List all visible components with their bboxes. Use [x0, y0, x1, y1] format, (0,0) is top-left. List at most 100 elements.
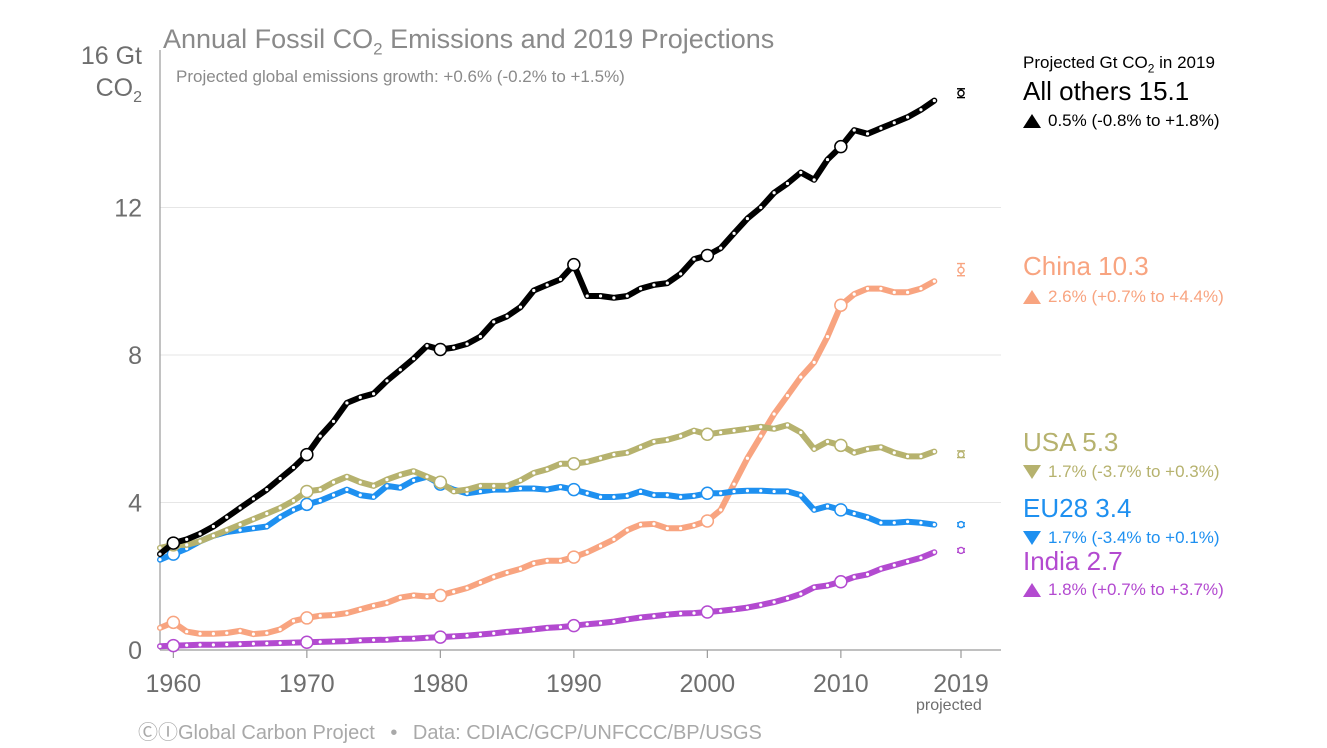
point-all-others-1990 — [567, 257, 581, 272]
point-china-1959 — [158, 626, 162, 630]
point-india-1980 — [433, 630, 448, 644]
point-india-1965 — [238, 642, 242, 646]
triangle-down-icon — [1023, 464, 1041, 479]
point-all-others-1977 — [398, 368, 402, 372]
point-china-1966 — [251, 632, 256, 636]
point-eu28-2010 — [834, 503, 848, 517]
point-eu28-1991 — [585, 491, 589, 495]
point-india-1983 — [478, 632, 482, 637]
point-usa-2001 — [719, 430, 723, 435]
point-china-1960 — [166, 615, 181, 630]
point-india-2000 — [700, 605, 715, 619]
point-china-1999 — [692, 523, 696, 527]
point-eu28-2016 — [919, 521, 923, 525]
point-eu28-2004 — [759, 489, 763, 493]
point-all-others-1988 — [545, 283, 549, 287]
point-china-1983 — [478, 580, 482, 585]
point-usa-1999 — [692, 428, 696, 433]
point-india-1960 — [166, 638, 181, 653]
point-eu28-1995 — [639, 489, 643, 494]
point-all-others-1969 — [291, 465, 296, 470]
legend-india-growth: 1.8% (+0.7% to +3.7%) — [1023, 580, 1224, 600]
point-eu28-1996 — [652, 493, 656, 497]
point-all-others-2007 — [799, 170, 803, 175]
point-all-others-1976 — [385, 379, 389, 383]
projection-point-all-others — [957, 89, 965, 97]
point-india-1993 — [612, 620, 616, 624]
point-all-others-2004 — [759, 205, 763, 210]
point-china-1981 — [452, 590, 456, 594]
point-eu28-1973 — [345, 487, 349, 492]
point-usa-2003 — [745, 427, 750, 431]
point-eu28-1987 — [532, 486, 536, 491]
point-usa-1970 — [300, 484, 314, 499]
point-eu28-1978 — [412, 478, 416, 482]
point-all-others-1973 — [345, 401, 349, 405]
point-all-others-1998 — [679, 272, 683, 276]
legend-china-label: China 10.3 — [1023, 251, 1149, 281]
point-usa-1966 — [251, 517, 256, 521]
point-eu28-2000 — [700, 486, 715, 501]
point-india-1986 — [518, 629, 523, 633]
point-usa-2013 — [879, 445, 883, 449]
point-usa-1987 — [532, 471, 536, 475]
point-eu28-1989 — [558, 485, 563, 489]
point-china-2009 — [825, 334, 830, 339]
point-india-1974 — [358, 638, 362, 643]
point-china-2007 — [799, 375, 803, 379]
point-india-1959 — [158, 644, 162, 648]
series-lines — [157, 88, 965, 653]
point-india-2004 — [759, 603, 763, 607]
point-china-2010 — [834, 298, 848, 312]
point-usa-2012 — [865, 447, 870, 451]
point-usa-1972 — [331, 480, 336, 484]
point-usa-1965 — [238, 523, 242, 527]
point-eu28-1966 — [251, 526, 256, 530]
point-eu28-1972 — [331, 493, 336, 497]
point-all-others-1997 — [665, 281, 669, 285]
point-all-others-1999 — [692, 257, 696, 261]
point-china-1977 — [398, 596, 402, 600]
point-india-2010 — [834, 575, 848, 589]
legend-china-growth: 2.6% (+0.7% to +4.4%) — [1023, 287, 1224, 307]
point-all-others-2017 — [932, 98, 936, 103]
point-china-1995 — [639, 523, 643, 527]
point-india-1979 — [425, 636, 429, 640]
point-china-2013 — [879, 287, 883, 291]
point-china-1972 — [331, 613, 336, 617]
point-india-2015 — [906, 559, 910, 564]
point-all-others-2010 — [834, 139, 848, 154]
point-all-others-1966 — [251, 497, 256, 501]
point-all-others-1979 — [425, 344, 429, 348]
point-eu28-1967 — [265, 524, 269, 529]
point-india-1972 — [331, 639, 336, 644]
point-india-1992 — [598, 621, 603, 625]
footer-credit: ⒸⒾGlobal Carbon Project • Data: CDIAC/GC… — [138, 716, 762, 745]
tick-labels: 0 4 8 12 1960 1970 1980 1990 2000 2010 2019 — [114, 195, 989, 699]
point-usa-1986 — [518, 478, 523, 482]
point-eu28-1974 — [358, 493, 362, 497]
point-all-others-1963 — [211, 524, 215, 529]
point-eu28-2006 — [785, 489, 790, 494]
point-all-others-2016 — [919, 108, 923, 112]
point-india-2005 — [772, 600, 776, 604]
chart-subtitle: Projected global emissions growth: +0.6%… — [176, 67, 625, 86]
point-all-others-1985 — [505, 314, 509, 318]
point-india-1969 — [291, 641, 296, 645]
point-china-2006 — [785, 393, 790, 398]
point-eu28-2002 — [732, 489, 736, 494]
point-usa-1988 — [545, 467, 549, 471]
point-usa-1990 — [567, 457, 581, 471]
point-all-others-1959 — [158, 552, 162, 556]
point-all-others-2011 — [852, 128, 856, 132]
point-china-1973 — [345, 611, 349, 615]
point-all-others-1968 — [278, 476, 282, 481]
y-tick-label-0: 0 — [128, 637, 142, 665]
point-usa-1998 — [679, 434, 683, 438]
point-eu28-1992 — [598, 495, 603, 499]
point-all-others-1962 — [198, 532, 202, 536]
point-india-1994 — [625, 617, 629, 621]
point-india-2016 — [919, 556, 923, 560]
point-india-1971 — [318, 640, 322, 644]
